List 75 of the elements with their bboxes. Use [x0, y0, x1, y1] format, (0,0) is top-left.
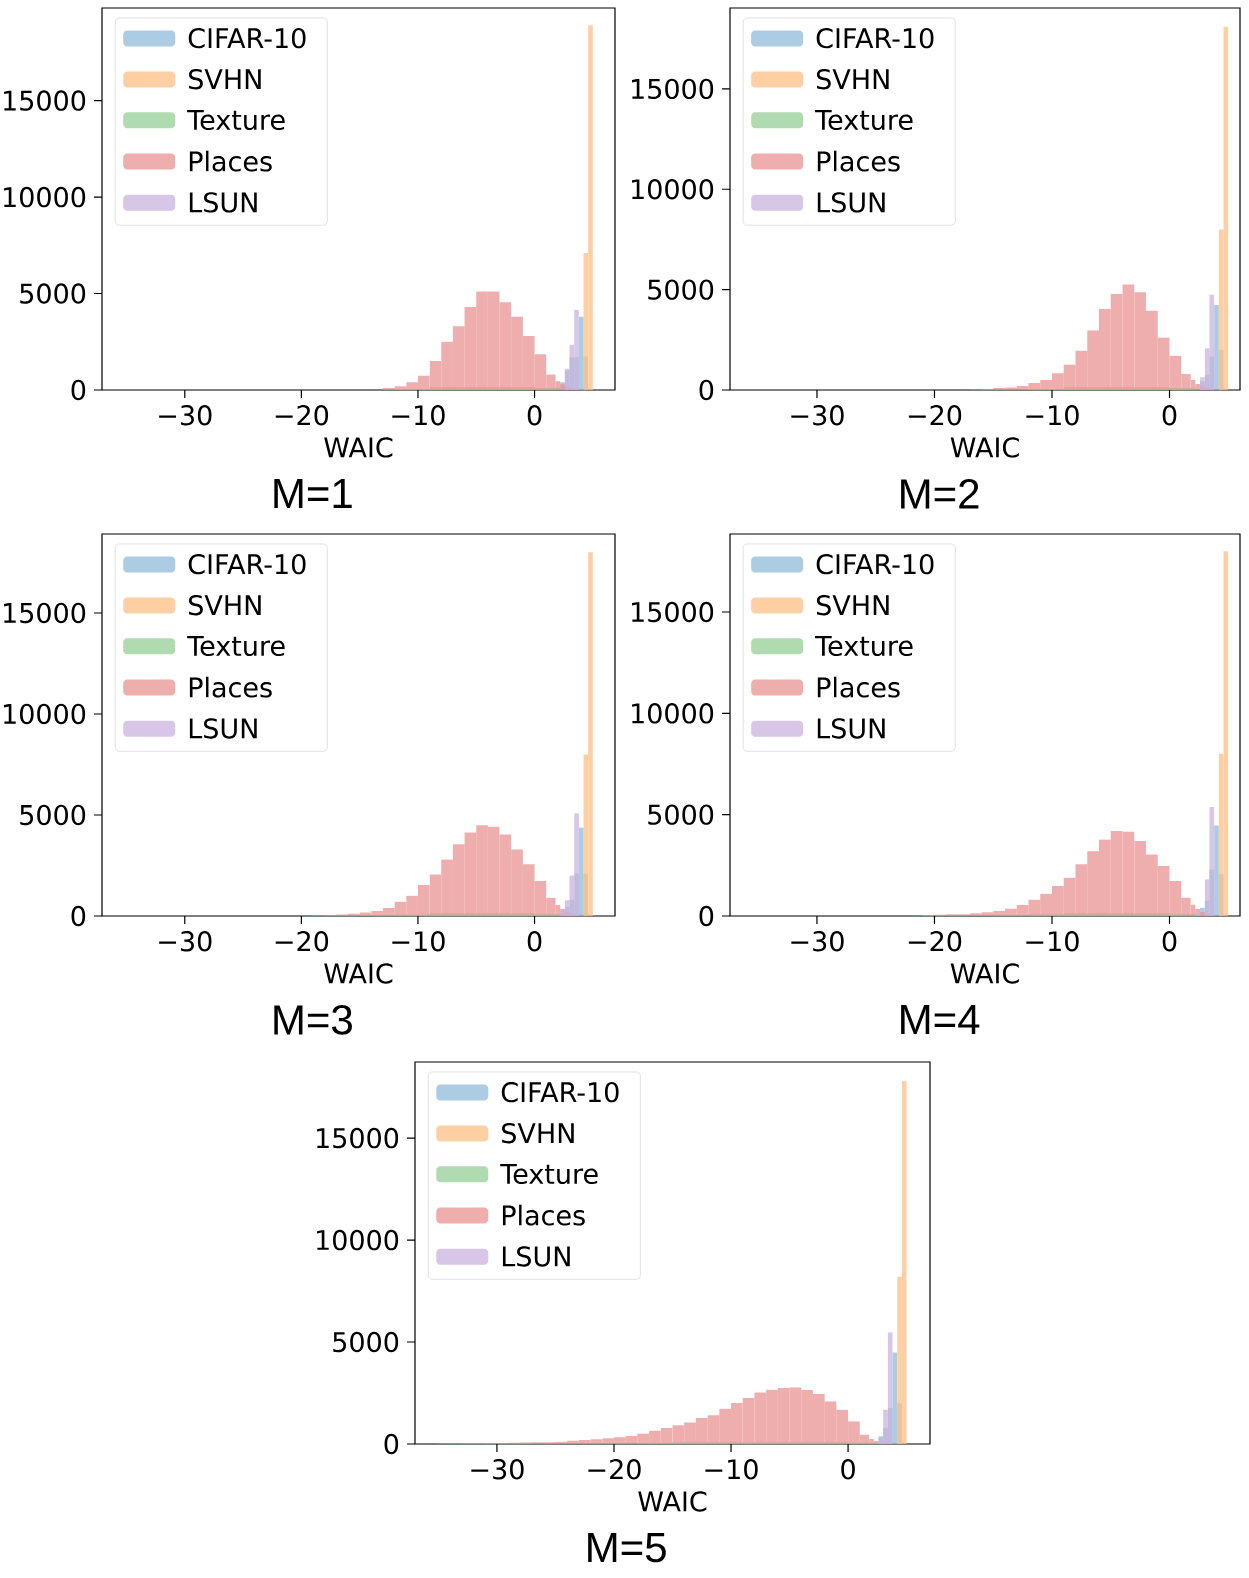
y-tick-label: 0: [384, 1433, 399, 1455]
y-tick-label: 0: [71, 379, 86, 401]
legend-label: LSUN: [817, 192, 885, 213]
y-tick-label: 10000: [4, 703, 86, 725]
legend-label: SVHN: [816, 68, 889, 90]
x-tick-label: 0: [527, 405, 542, 426]
x-tick-label: −30: [159, 931, 212, 952]
legend-label: SVHN: [502, 1122, 574, 1144]
x-tick-label: −10: [1026, 931, 1079, 952]
x-tick-label: −10: [392, 931, 445, 952]
legend-label: Texture: [187, 110, 285, 131]
x-tick-label: −30: [471, 1459, 524, 1480]
legend-label: CIFAR-10: [816, 27, 934, 49]
y-tick-label: 0: [71, 905, 86, 927]
y-tick-label: 5000: [333, 1331, 399, 1353]
x-tick-label: −10: [392, 405, 445, 426]
y-tick-label: 5000: [648, 804, 714, 825]
legend-label: Texture: [815, 110, 913, 131]
x-tick-label: −10: [705, 1459, 758, 1480]
x-axis-title: WAIC: [950, 437, 1019, 458]
legend-label: SVHN: [189, 68, 261, 90]
legend-label: CIFAR-10: [188, 553, 306, 575]
x-axis-title: WAIC: [324, 437, 393, 458]
y-tick-label: 15000: [632, 78, 714, 100]
y-tick-label: 10000: [632, 703, 714, 724]
y-tick-label: 10000: [632, 179, 714, 200]
text: M=3: [274, 1005, 352, 1035]
x-tick-label: −30: [791, 405, 844, 426]
y-tick-label: 15000: [4, 90, 86, 111]
y-tick-label: 15000: [4, 602, 86, 624]
legend-label: Places: [817, 150, 900, 172]
x-tick-label: −10: [1026, 405, 1079, 426]
text: M=2: [901, 479, 979, 509]
legend-label: LSUN: [189, 192, 257, 213]
x-tick-label: −30: [159, 405, 212, 426]
legend-label: SVHN: [816, 594, 889, 616]
legend-label: Texture: [500, 1164, 598, 1185]
y-tick-label: 5000: [648, 279, 714, 300]
x-tick-label: 0: [527, 931, 542, 952]
text: M=5: [588, 1533, 666, 1563]
x-tick-label: −20: [588, 1459, 641, 1480]
x-axis-title: WAIC: [950, 963, 1019, 984]
x-axis-title: WAIC: [638, 1491, 707, 1512]
y-tick-label: 15000: [317, 1127, 399, 1149]
y-tick-label: 5000: [20, 804, 86, 826]
legend-label: Places: [189, 150, 272, 172]
x-axis-title: WAIC: [324, 963, 393, 984]
legend-label: Texture: [815, 636, 913, 657]
legend-label: SVHN: [189, 594, 261, 616]
y-tick-label: 10000: [317, 1229, 399, 1251]
y-tick-label: 0: [699, 379, 714, 401]
legend-label: LSUN: [502, 1246, 570, 1267]
x-tick-label: 0: [1162, 931, 1177, 952]
legend-label: Places: [502, 1204, 585, 1226]
legend-label: Places: [189, 676, 272, 698]
x-tick-label: 0: [1162, 405, 1177, 426]
y-tick-label: 10000: [4, 186, 86, 208]
y-tick-label: 0: [699, 905, 714, 927]
x-tick-label: −20: [908, 405, 962, 426]
x-tick-label: −20: [908, 931, 962, 952]
legend-label: CIFAR-10: [501, 1081, 619, 1103]
legend-label: Texture: [187, 636, 285, 657]
legend-label: CIFAR-10: [816, 553, 934, 575]
y-tick-label: 5000: [20, 283, 86, 304]
x-tick-label: −20: [275, 931, 329, 952]
text: M=1: [274, 479, 352, 508]
legend-label: LSUN: [817, 718, 885, 739]
x-tick-label: −30: [791, 931, 844, 952]
y-tick-label: 15000: [632, 601, 714, 623]
x-tick-label: −20: [275, 405, 329, 426]
legend-label: CIFAR-10: [188, 27, 306, 49]
text: M=4: [901, 1005, 980, 1034]
legend-label: LSUN: [189, 718, 257, 739]
x-tick-label: 0: [841, 1459, 855, 1480]
legend-label: Places: [817, 676, 900, 698]
